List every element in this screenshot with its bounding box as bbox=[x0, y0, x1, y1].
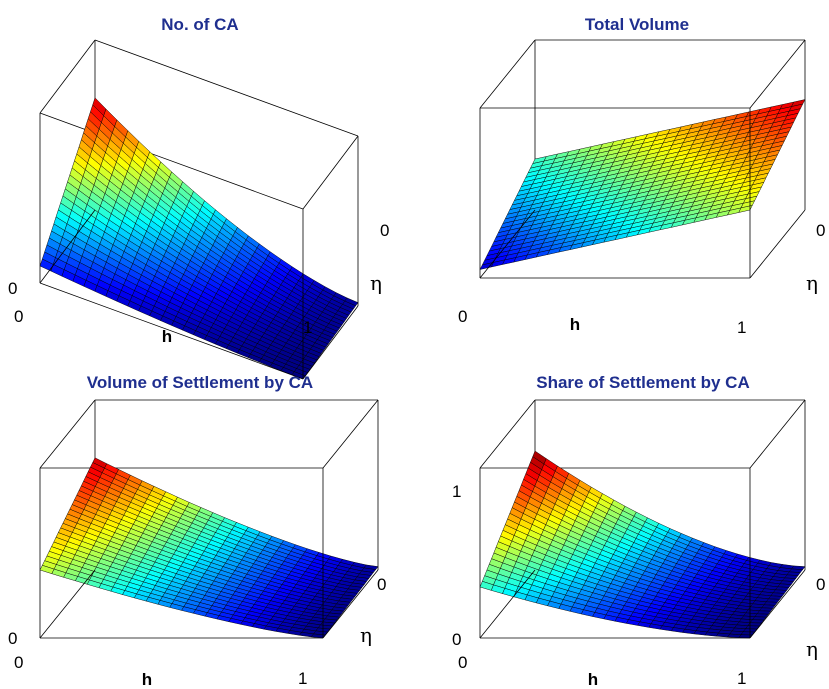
x-tick-0: 0 bbox=[14, 307, 23, 326]
x-tick-0: 0 bbox=[14, 653, 23, 672]
box-edge bbox=[749, 39, 806, 109]
x-tick-0: 0 bbox=[458, 307, 467, 326]
box-edge bbox=[302, 305, 359, 380]
surface-mesh bbox=[39, 97, 359, 380]
surface-mesh bbox=[479, 450, 806, 639]
x-tick-1: 1 bbox=[298, 669, 307, 688]
chart-title: Volume of Settlement by CA bbox=[87, 373, 313, 392]
box-edge bbox=[39, 39, 96, 114]
x-tick-1: 1 bbox=[303, 318, 312, 337]
axis-box bbox=[39, 468, 379, 639]
z-tick-1: 1 bbox=[452, 482, 461, 501]
box-edge bbox=[39, 569, 96, 639]
box-edge bbox=[39, 209, 96, 284]
box-edge bbox=[749, 569, 806, 639]
chart-title: Share of Settlement by CA bbox=[536, 373, 750, 392]
z-tick-0: 0 bbox=[452, 630, 461, 649]
subplot-no-of-ca: No. of CA 0 1 h 0 η 0 bbox=[8, 15, 389, 380]
box-edge bbox=[39, 112, 304, 210]
x-tick-1: 1 bbox=[737, 318, 746, 337]
y-tick-0: 0 bbox=[816, 575, 825, 594]
box-edge bbox=[322, 569, 379, 639]
chart-title: Total Volume bbox=[585, 15, 689, 34]
box-edge bbox=[479, 399, 536, 469]
y-tick-0: 0 bbox=[816, 221, 825, 240]
y-axis-label: η bbox=[360, 623, 372, 647]
x-tick-1: 1 bbox=[737, 669, 746, 688]
subplot-volume-of-settlement-by-ca: Volume of Settlement by CA 0 1 h 0 η 0 bbox=[8, 373, 386, 689]
box-edge bbox=[39, 282, 304, 380]
y-axis-label: η bbox=[370, 271, 382, 295]
x-axis-label: h bbox=[570, 315, 580, 334]
y-axis-label: η bbox=[806, 637, 818, 661]
y-tick-0: 0 bbox=[380, 221, 389, 240]
box-edge bbox=[749, 399, 806, 469]
x-axis-label: h bbox=[588, 670, 598, 689]
box-edge bbox=[479, 209, 536, 279]
y-axis-label: η bbox=[806, 271, 818, 295]
x-tick-0: 0 bbox=[458, 653, 467, 672]
x-axis-label: h bbox=[142, 670, 152, 689]
z-tick-0: 0 bbox=[8, 279, 17, 298]
surface-mesh bbox=[479, 99, 806, 270]
box-edge bbox=[322, 399, 379, 469]
x-axis-label: h bbox=[162, 327, 172, 346]
surface-mesh bbox=[39, 457, 379, 639]
axis-box bbox=[479, 468, 806, 639]
z-tick-0: 0 bbox=[8, 629, 17, 648]
box-edge bbox=[302, 135, 359, 210]
axis-box-back bbox=[479, 399, 806, 638]
axis-box bbox=[479, 108, 806, 279]
box-edge bbox=[39, 399, 96, 469]
subplot-share-of-settlement-by-ca: Share of Settlement by CA 0 1 h 0 η 0 1 bbox=[452, 373, 825, 689]
box-edge bbox=[749, 209, 806, 279]
box-edge bbox=[479, 569, 536, 639]
box-edge bbox=[94, 39, 359, 137]
y-tick-0: 0 bbox=[377, 575, 386, 594]
axis-box bbox=[39, 209, 359, 380]
chart-title: No. of CA bbox=[161, 15, 238, 34]
box-edge bbox=[479, 39, 536, 109]
subplot-total-volume: Total Volume 0 1 h 0 η bbox=[458, 15, 825, 337]
